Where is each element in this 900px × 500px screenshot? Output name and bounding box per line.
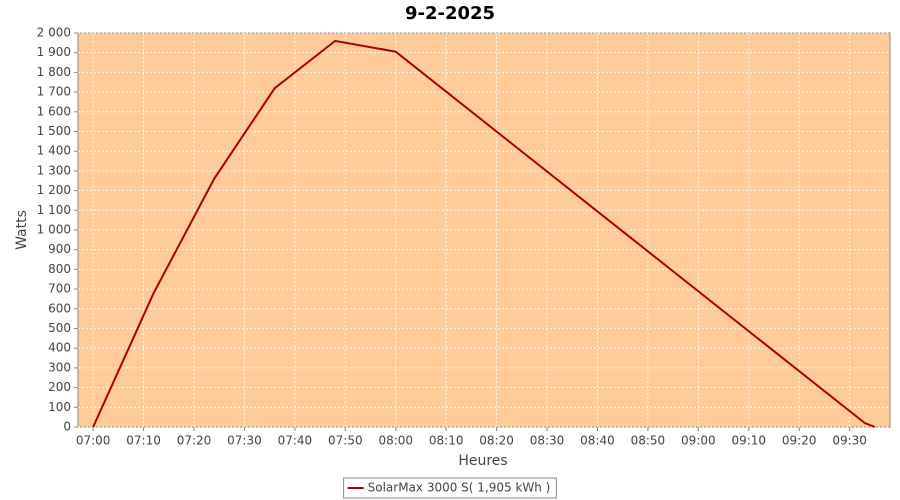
x-tick-label: 07:40	[278, 434, 313, 448]
y-tick-label: 1 400	[37, 144, 71, 158]
y-tick-label: 1 300	[37, 163, 71, 177]
legend-box	[343, 477, 557, 499]
x-tick-label: 09:30	[832, 434, 867, 448]
x-tick-label: 09:10	[731, 434, 766, 448]
y-tick-label: 1 100	[37, 203, 71, 217]
x-tick-label: 08:10	[429, 434, 464, 448]
y-tick-label: 300	[48, 360, 71, 374]
x-tick-label: 07:10	[126, 434, 161, 448]
data-line	[92, 39, 876, 428]
chart-title: 9-2-2025	[405, 3, 495, 24]
y-tick-label: 700	[48, 282, 71, 296]
y-axis-title: Watts	[14, 210, 30, 250]
x-tick-label: 09:20	[782, 434, 817, 448]
y-tick-label: 1 700	[37, 85, 71, 99]
x-tick-label: 08:50	[631, 434, 666, 448]
y-tick-label: 1 200	[37, 183, 71, 197]
y-tick-label: 1 500	[37, 124, 71, 138]
y-tick-label: 1 000	[37, 223, 71, 237]
x-tick-label: 08:40	[580, 434, 615, 448]
y-tick-label: 900	[48, 242, 71, 256]
y-tick-label: 1 900	[37, 45, 71, 59]
legend-label: SolarMax 3000 S( 1,905 kWh )	[368, 481, 551, 495]
y-tick-label: 1 800	[37, 65, 71, 79]
x-tick-label: 09:00	[681, 434, 716, 448]
y-tick-label: 2 000	[37, 26, 71, 40]
x-tick-label: 08:20	[479, 434, 514, 448]
y-tick-label: 800	[48, 262, 71, 276]
y-tick-label: 0	[63, 420, 71, 434]
x-tick-label: 07:00	[76, 434, 111, 448]
y-tick-label: 400	[48, 341, 71, 355]
x-axis-title: Heures	[458, 453, 507, 469]
y-tick-label: 1 600	[37, 104, 71, 118]
x-tick-label: 07:20	[177, 434, 212, 448]
x-tick-label: 07:30	[227, 434, 262, 448]
legend: SolarMax 3000 S( 1,905 kWh )	[343, 477, 557, 499]
x-tick-label: 07:50	[328, 434, 363, 448]
y-tick-label: 100	[48, 400, 71, 414]
y-tick-label: 500	[48, 321, 71, 335]
y-tick-label: 200	[48, 380, 71, 394]
y-tick-label: 600	[48, 301, 71, 315]
x-tick-label: 08:00	[378, 434, 413, 448]
x-tick-label: 08:30	[530, 434, 565, 448]
